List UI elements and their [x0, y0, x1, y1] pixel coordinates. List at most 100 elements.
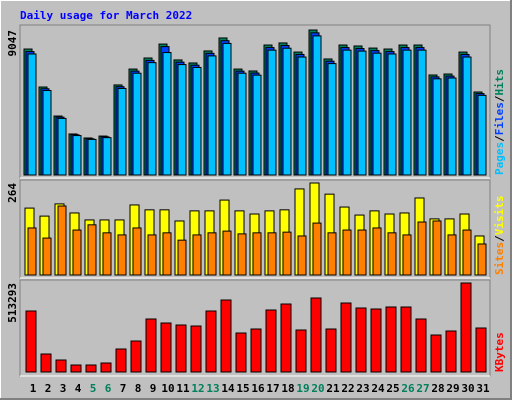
legend: Sites/Visits: [493, 196, 506, 276]
bar: [340, 302, 352, 373]
bar: [327, 63, 337, 176]
x-tick-label: 23: [356, 382, 369, 395]
bar: [222, 230, 232, 276]
x-tick-label: 10: [161, 382, 174, 395]
bar: [57, 205, 67, 276]
bar: [342, 229, 352, 276]
bar: [417, 49, 427, 176]
bar: [102, 232, 112, 276]
y-tick-label: 9047: [6, 30, 19, 57]
bar: [310, 297, 322, 373]
bar: [27, 53, 37, 176]
x-tick-label: 12: [191, 382, 204, 395]
bar: [132, 227, 142, 276]
bar: [192, 234, 202, 276]
bar: [207, 55, 217, 176]
legend-separator: /: [493, 235, 506, 242]
bar: [415, 318, 427, 373]
bar: [462, 229, 472, 276]
x-tick-label: 25: [386, 382, 399, 395]
bar: [162, 52, 172, 176]
bar: [370, 308, 382, 373]
x-tick-label: 4: [75, 382, 82, 395]
bar: [372, 52, 382, 176]
bar: [462, 56, 472, 176]
x-tick-label: 7: [120, 382, 127, 395]
bar: [477, 243, 487, 276]
bar: [402, 234, 412, 276]
x-tick-label: 22: [341, 382, 354, 395]
x-tick-label: 27: [416, 382, 429, 395]
bar: [87, 224, 97, 276]
bar: [85, 364, 97, 373]
legend: KBytes: [493, 332, 506, 372]
bar: [460, 282, 472, 373]
bar: [190, 325, 202, 373]
bar: [72, 229, 82, 276]
x-tick-label: 15: [236, 382, 249, 395]
x-tick-label: 16: [251, 382, 265, 395]
bar: [27, 227, 37, 276]
x-tick-label: 13: [206, 382, 219, 395]
bar: [117, 234, 127, 276]
y-tick-label: 513293: [6, 283, 19, 323]
bar: [237, 233, 247, 276]
bar: [55, 359, 67, 373]
x-tick-label: 21: [326, 382, 340, 395]
x-tick-label: 24: [371, 382, 385, 395]
bar: [282, 47, 292, 176]
bar: [327, 232, 337, 276]
bar: [205, 310, 217, 373]
bar: [417, 221, 427, 276]
bar: [235, 332, 247, 373]
bar: [357, 50, 367, 176]
x-tick-label: 3: [60, 382, 67, 395]
bar: [325, 328, 337, 373]
bar: [295, 329, 307, 373]
x-tick-label: 2: [45, 382, 52, 395]
x-tick-label: 8: [135, 382, 142, 395]
bar: [220, 299, 232, 373]
bar: [25, 310, 37, 373]
bar: [237, 72, 247, 176]
bar: [222, 42, 232, 176]
bar: [250, 328, 262, 373]
bar: [40, 353, 52, 373]
x-tick-label: 30: [461, 382, 474, 395]
x-tick-label: 6: [105, 382, 112, 395]
bar: [280, 303, 292, 373]
bar: [132, 72, 142, 176]
bar: [445, 330, 457, 373]
bar: [192, 66, 202, 176]
bar: [130, 340, 142, 373]
bar: [312, 35, 322, 176]
bar: [312, 222, 322, 276]
x-tick-label: 17: [266, 382, 279, 395]
x-tick-label: 11: [176, 382, 190, 395]
bar: [432, 220, 442, 276]
bar: [162, 232, 172, 276]
x-tick-label: 20: [311, 382, 324, 395]
x-tick-label: 29: [446, 382, 459, 395]
bar: [147, 62, 157, 176]
x-tick-label: 28: [431, 382, 444, 395]
x-tick-label: 19: [296, 382, 309, 395]
bar: [297, 235, 307, 276]
bar: [102, 137, 112, 176]
bar: [400, 306, 412, 373]
bar: [87, 138, 97, 176]
bar: [175, 324, 187, 373]
bar: [447, 77, 457, 176]
legend-entry: Hits: [493, 69, 506, 96]
legend: Pages/Files/Hits: [493, 69, 506, 175]
bar: [252, 74, 262, 176]
legend-separator: /: [493, 135, 506, 142]
legend-entry: KBytes: [493, 332, 506, 372]
bar: [70, 364, 82, 373]
bar: [177, 64, 187, 176]
bar: [342, 49, 352, 176]
legend-entry: Sites: [493, 242, 506, 275]
bar: [42, 90, 52, 176]
bar: [145, 318, 157, 373]
